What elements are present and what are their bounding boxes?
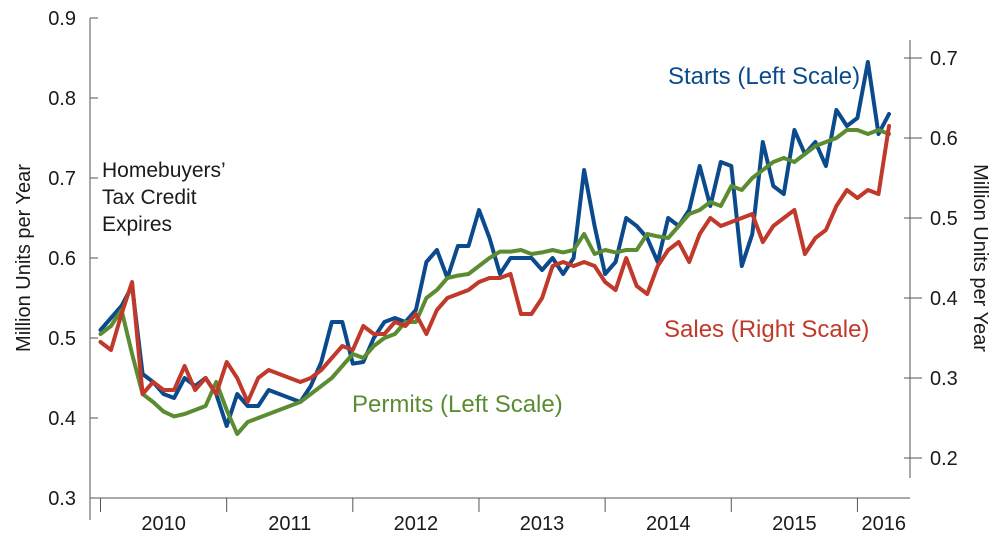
x-tick-label: 2016 [861,513,906,535]
series-line-permits [98,128,891,436]
y-right-tick-label: 0.5 [930,208,958,230]
annotation-tax-credit-line-3: Expires [102,213,172,236]
annotation-tax-credit-line-2: Tax Credit [102,186,197,209]
y-right-tick-label: 0.4 [930,288,958,310]
series-label-permits: Permits (Left Scale) [352,391,563,418]
x-tick-label: 2010 [141,513,186,535]
x-tick-label: 2012 [394,513,439,535]
axes: 0.3 0.4 0.5 0.6 0.7 0.8 0.9 0.2 0.3 0.4 0.5 0.6 0.7 2… [48,8,958,535]
y-right-tick-label: 0.6 [930,128,958,150]
x-tick-label: 2014 [646,513,691,535]
y-left-tick-label: 0.7 [48,168,76,190]
y-right-tick-label: 0.2 [930,448,958,470]
chart-labels: Million Units per Year Million Units per… [13,63,991,418]
y-left-tick-label: 0.5 [48,328,76,350]
series-line-sales [98,124,891,404]
x-tick-label: 2013 [520,513,565,535]
y-right-tick-label: 0.3 [930,368,958,390]
annotation-tax-credit-line-1: Homebuyers’ [102,159,226,182]
y-left-tick-label: 0.6 [48,248,76,270]
y-right-tick-label: 0.7 [930,48,958,70]
series-label-starts: Starts (Left Scale) [668,63,860,90]
y-left-axis-title: Million Units per Year [13,164,35,352]
series-label-sales: Sales (Right Scale) [664,316,869,343]
y-left-tick-label: 0.9 [48,8,76,30]
y-right-axis-title: Million Units per Year [969,164,991,352]
series-lines [98,60,891,436]
y-left-tick-label: 0.3 [48,488,76,510]
y-left-tick-label: 0.4 [48,408,76,430]
series-line-starts [98,60,891,428]
x-tick-label: 2015 [772,513,817,535]
y-left-tick-label: 0.8 [48,88,76,110]
x-tick-label: 2011 [268,513,311,535]
